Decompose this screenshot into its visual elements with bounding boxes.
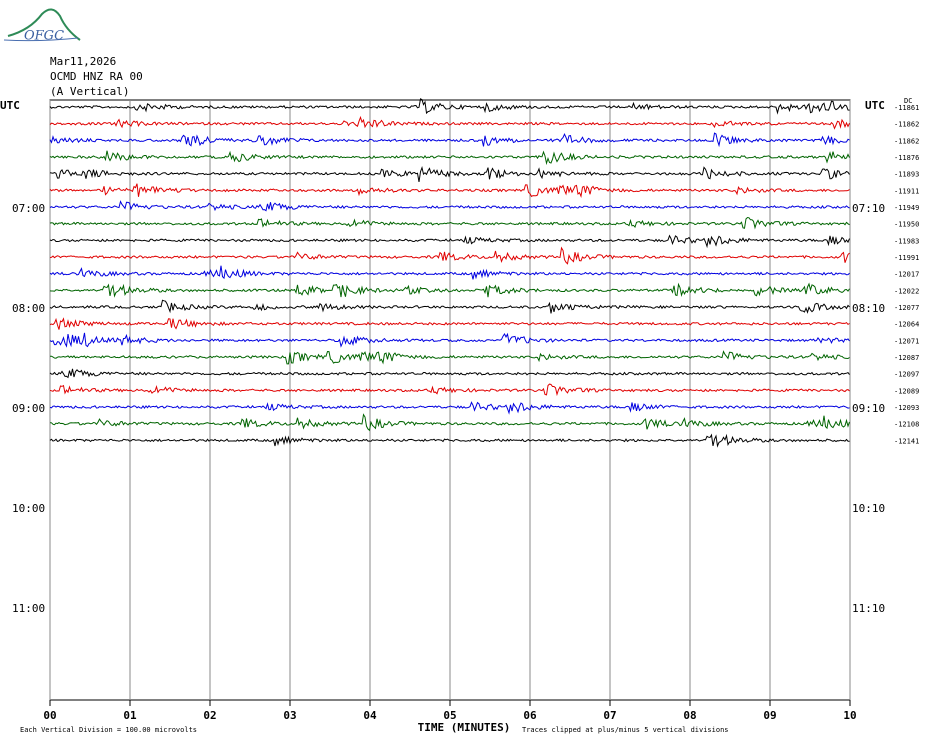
trace-offset: -12087 (894, 354, 919, 362)
trace-offset: -11862 (894, 121, 919, 129)
x-axis-title: TIME (MINUTES) (418, 721, 511, 734)
trace (49, 183, 850, 198)
trace (49, 234, 850, 249)
trace-offset: -12097 (894, 371, 919, 379)
left-utc: UTC (0, 99, 20, 112)
x-tick-label: 05 (443, 709, 456, 722)
right-hour-label: 07:10 (852, 202, 885, 215)
trace (49, 401, 850, 415)
trace-offset: -11893 (894, 171, 919, 179)
component: (A Vertical) (50, 85, 129, 98)
trace-offset: -11983 (894, 237, 919, 245)
trace (49, 332, 850, 348)
x-tick-label: 02 (203, 709, 216, 722)
trace (49, 115, 850, 130)
trace (49, 413, 850, 432)
x-tick-label: 08 (683, 709, 696, 722)
trace-offset: -12089 (894, 387, 919, 395)
trace (49, 150, 850, 166)
clip-note: Traces clipped at plus/minus 5 vertical … (522, 726, 729, 734)
trace (49, 132, 850, 148)
dc-label: DC (904, 97, 912, 105)
trace-offset: -12064 (894, 321, 919, 329)
trace (49, 299, 850, 314)
trace-offset: -11876 (894, 154, 919, 162)
trace-offset: -11949 (894, 204, 919, 212)
right-hour-label: 08:10 (852, 302, 885, 315)
trace (49, 216, 850, 230)
trace (50, 350, 850, 365)
logo: OFGC (3, 8, 81, 44)
trace (49, 246, 850, 265)
trace-offset: -11991 (894, 254, 919, 262)
trace (49, 383, 850, 397)
trace (49, 98, 850, 115)
trace (49, 282, 850, 298)
x-tick-label: 04 (363, 709, 377, 722)
scale-note: Each Vertical Division = 100.00 microvol… (20, 726, 197, 734)
left-hour-label: 09:00 (12, 402, 45, 415)
trace-offset: -11950 (894, 221, 919, 229)
x-tick-label: 06 (523, 709, 537, 722)
right-utc: UTC (865, 99, 885, 112)
date: Mar11,2026 (50, 55, 116, 68)
trace (49, 165, 850, 182)
left-hour-label: 11:00 (12, 602, 45, 615)
trace-offset: -12093 (894, 404, 919, 412)
right-hour-label: 11:10 (852, 602, 885, 615)
logo-text: OFGC (24, 29, 64, 44)
right-hour-label: 09:10 (852, 402, 885, 415)
trace-offset: -12022 (894, 287, 919, 295)
trace-offset: -11862 (894, 137, 919, 145)
x-tick-label: 01 (123, 709, 137, 722)
x-tick-label: 10 (843, 709, 856, 722)
trace-offset: -12077 (894, 304, 919, 312)
logo-swoosh (7, 8, 81, 41)
x-tick-label: 07 (603, 709, 616, 722)
left-hour-label: 08:00 (12, 302, 45, 315)
trace-offset: -12141 (894, 437, 919, 445)
trace-offset: -11911 (894, 187, 919, 195)
x-tick-label: 00 (43, 709, 56, 722)
trace-offset: -12108 (894, 421, 919, 429)
trace (49, 200, 850, 212)
trace (49, 433, 850, 448)
left-hour-label: 07:00 (12, 202, 45, 215)
trace (49, 317, 850, 330)
trace (49, 368, 850, 379)
trace-offset: -12071 (894, 337, 919, 345)
right-hour-label: 10:10 (852, 502, 885, 515)
logo-line (3, 37, 79, 42)
trace-offset: -12017 (894, 271, 919, 279)
left-hour-label: 10:00 (12, 502, 45, 515)
trace-offset: -11861 (894, 104, 919, 112)
x-tick-label: 09 (763, 709, 776, 722)
x-tick-label: 03 (283, 709, 296, 722)
station: OCMD HNZ RA 00 (50, 70, 143, 83)
trace (49, 265, 850, 280)
